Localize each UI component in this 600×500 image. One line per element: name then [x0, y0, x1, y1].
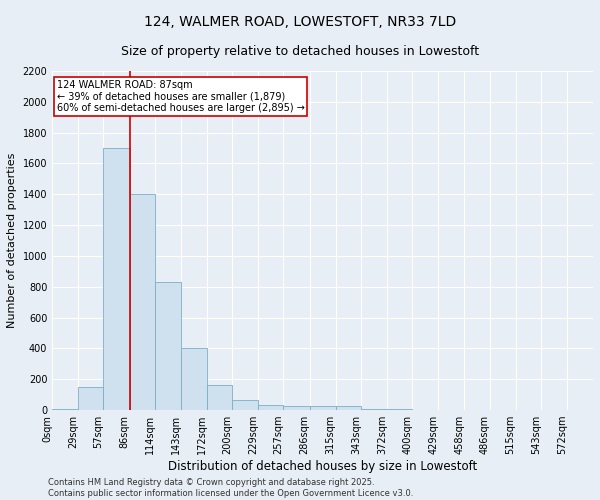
- Bar: [52, 408, 78, 410]
- Bar: [232, 400, 258, 410]
- Bar: [258, 404, 283, 410]
- Text: 124, WALMER ROAD, LOWESTOFT, NR33 7LD: 124, WALMER ROAD, LOWESTOFT, NR33 7LD: [144, 15, 456, 29]
- Bar: [181, 348, 207, 410]
- Bar: [155, 282, 181, 410]
- Text: Size of property relative to detached houses in Lowestoft: Size of property relative to detached ho…: [121, 45, 479, 58]
- Bar: [207, 386, 232, 410]
- Bar: [130, 194, 155, 410]
- Text: 124 WALMER ROAD: 87sqm
← 39% of detached houses are smaller (1,879)
60% of semi-: 124 WALMER ROAD: 87sqm ← 39% of detached…: [56, 80, 304, 114]
- Bar: [283, 406, 310, 410]
- Bar: [310, 406, 335, 410]
- Y-axis label: Number of detached properties: Number of detached properties: [7, 153, 17, 328]
- Bar: [335, 406, 361, 410]
- Text: Contains HM Land Registry data © Crown copyright and database right 2025.
Contai: Contains HM Land Registry data © Crown c…: [48, 478, 413, 498]
- X-axis label: Distribution of detached houses by size in Lowestoft: Distribution of detached houses by size …: [168, 460, 477, 473]
- Bar: [78, 387, 103, 410]
- Bar: [103, 148, 130, 410]
